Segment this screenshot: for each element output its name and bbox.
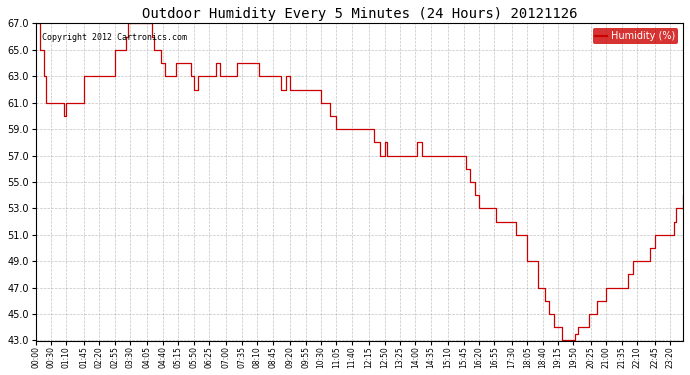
Title: Outdoor Humidity Every 5 Minutes (24 Hours) 20121126: Outdoor Humidity Every 5 Minutes (24 Hou…	[141, 7, 577, 21]
Text: Copyright 2012 Cartronics.com: Copyright 2012 Cartronics.com	[42, 33, 187, 42]
Legend: Humidity (%): Humidity (%)	[593, 28, 678, 44]
